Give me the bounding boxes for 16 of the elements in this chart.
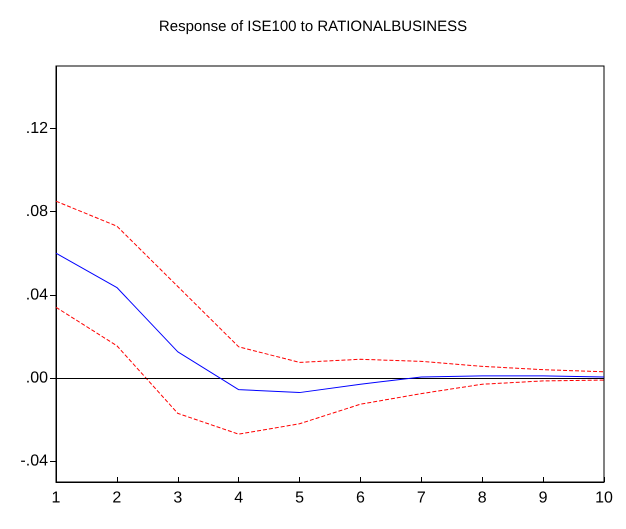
x-tick-label: 9: [538, 490, 548, 506]
x-tick-label: 6: [356, 490, 365, 506]
y-tick-label: .00: [26, 370, 48, 386]
x-tick-label: 8: [478, 490, 487, 506]
x-tick-label: 5: [295, 490, 304, 506]
y-tick-label: .04: [26, 286, 48, 304]
x-tick-label: 4: [234, 490, 244, 506]
y-tick-label: .12: [26, 120, 48, 137]
x-tick-label: 10: [595, 490, 613, 506]
y-tick-label: .08: [26, 203, 48, 220]
x-tick-label: 1: [52, 490, 61, 506]
x-tick-label: 2: [112, 490, 122, 506]
x-tick-label: 3: [173, 490, 182, 506]
y-tick-label: -.04: [20, 452, 48, 470]
chart-title: Response of ISE100 to RATIONALBUSINESS: [158, 18, 468, 35]
x-tick-label: 7: [416, 490, 426, 506]
